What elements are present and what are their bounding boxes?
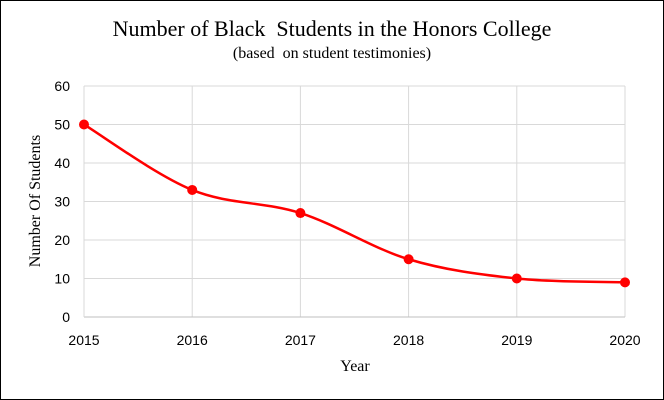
y-tick-label: 40 [54, 155, 70, 171]
data-point-2020 [620, 277, 630, 288]
x-axis-title: Year [340, 358, 370, 375]
series-group [79, 119, 630, 288]
chart-title: Number of Black Students in the Honors C… [113, 16, 552, 41]
y-axis-title: Number Of Students [27, 135, 44, 267]
tick-labels: 0 10 20 30 40 50 60 2015 2016 2017 2018 2019 2020 [54, 78, 640, 348]
data-point-2016 [187, 184, 198, 195]
data-point-2017 [295, 208, 306, 219]
x-tick-label: 2015 [68, 332, 99, 348]
data-point-2019 [511, 273, 522, 284]
y-tick-label: 60 [54, 78, 70, 94]
x-tick-label: 2019 [501, 332, 532, 348]
y-tick-label: 50 [54, 117, 70, 133]
series-line [83, 123, 626, 284]
chart-subtitle: (based on student testimonies) [233, 45, 431, 62]
data-point-2015 [79, 119, 89, 130]
y-tick-label: 20 [54, 232, 70, 248]
x-tick-label: 2016 [177, 332, 208, 348]
y-tick-label: 30 [54, 194, 70, 210]
x-tick-label: 2020 [609, 332, 640, 348]
y-tick-label: 10 [54, 271, 70, 287]
y-tick-label: 0 [62, 309, 70, 325]
grid [84, 85, 626, 317]
x-tick-label: 2018 [393, 332, 424, 348]
x-tick-label: 2017 [285, 332, 316, 348]
data-point-2018 [403, 254, 414, 265]
